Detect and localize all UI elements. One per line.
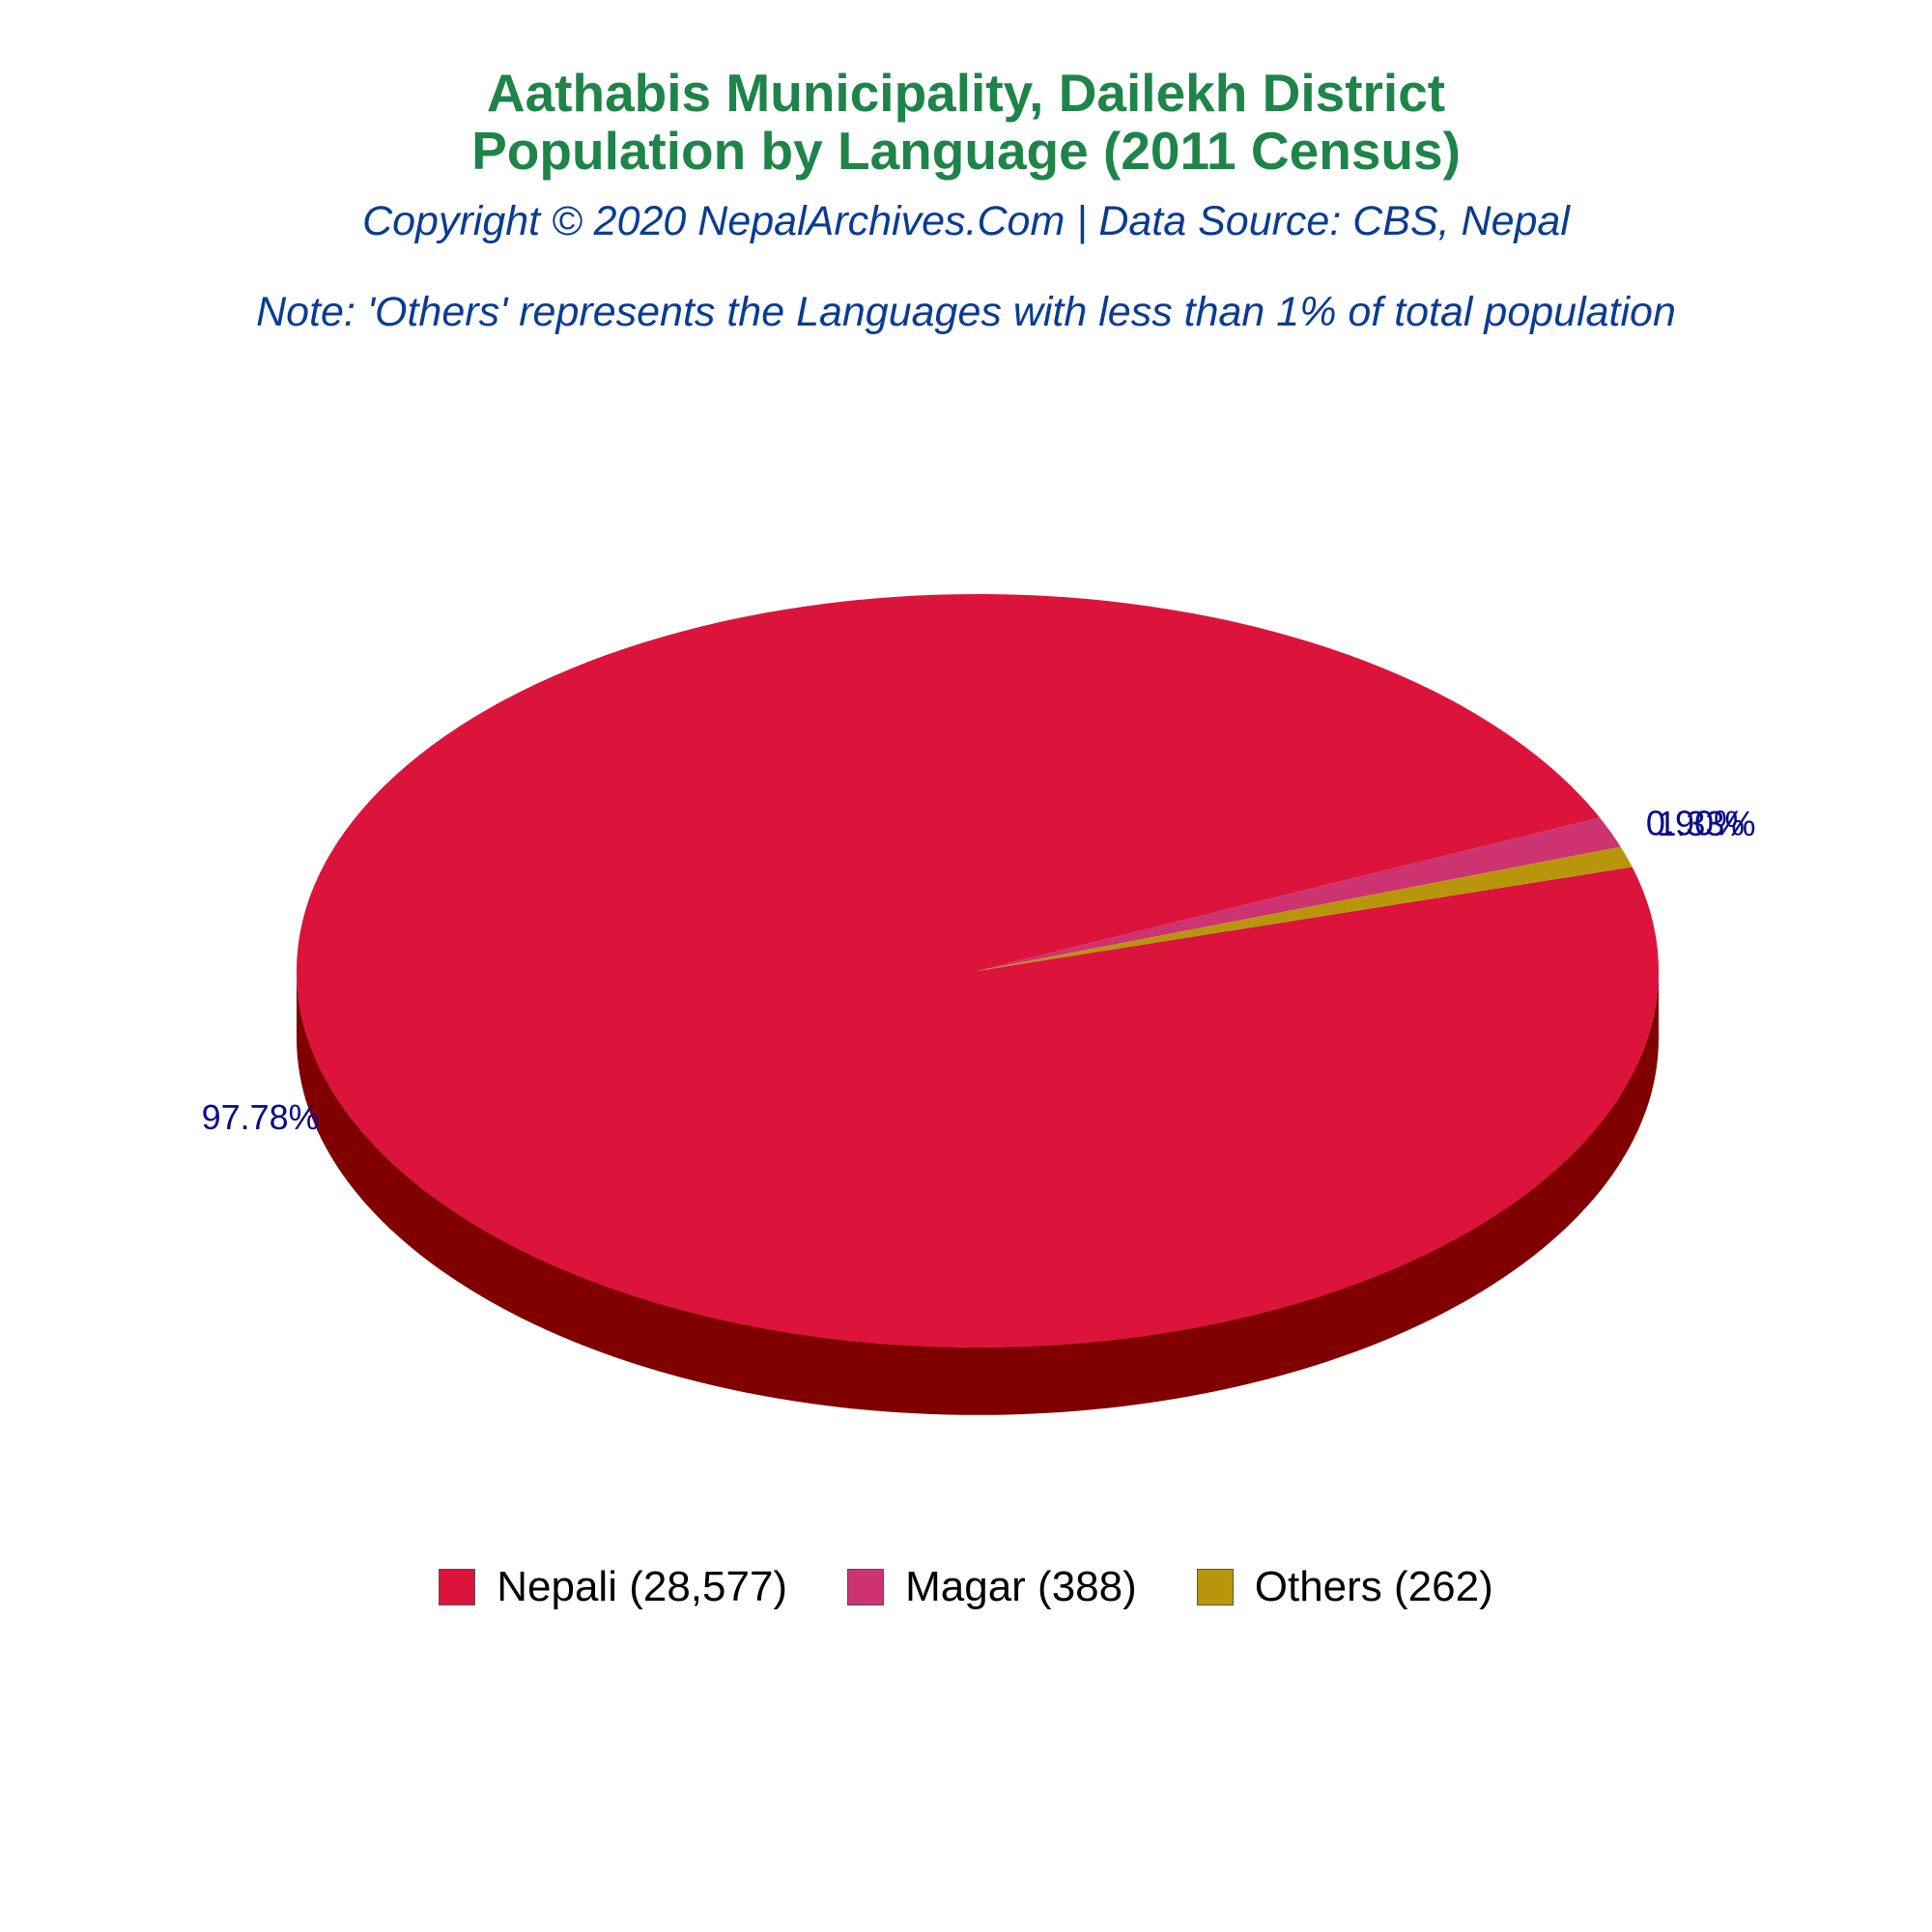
legend-swatch-magar	[847, 1569, 885, 1605]
chart-title-line-2: Population by Language (2011 Census)	[471, 121, 1461, 181]
pie-slice-magar	[978, 817, 1621, 971]
pie-label-magar: 1.33%	[1657, 804, 1755, 843]
legend-swatch-nepali	[439, 1569, 476, 1605]
pie-label-nepali: 97.78%	[202, 1097, 320, 1137]
pie-top-group	[296, 593, 1659, 1348]
note-text: Note: 'Others' represents the Languages …	[256, 289, 1676, 335]
pie-slice-nepali	[296, 593, 1659, 1348]
legend-label-magar: Magar (388)	[905, 1563, 1137, 1610]
legend: Nepali (28,577) Magar (388) Others (262)	[0, 1563, 1932, 1611]
legend-label-nepali: Nepali (28,577)	[497, 1563, 788, 1610]
chart-title-line-1: Aathabis Municipality, Dailekh District	[486, 63, 1446, 123]
copyright-text: Copyright © 2020 NepalArchives.Com | Dat…	[362, 198, 1570, 244]
pie-labels-group: 97.78% 1.33%0.90%	[202, 803, 1756, 1137]
pie-slice-others	[978, 846, 1633, 971]
pie-side-nepali	[297, 971, 1659, 1415]
pie-side-group	[297, 971, 1659, 1415]
legend-item-magar: Magar (388)	[847, 1563, 1137, 1611]
legend-item-others: Others (262)	[1196, 1563, 1493, 1611]
legend-item-nepali: Nepali (28,577)	[439, 1563, 787, 1611]
legend-swatch-others	[1196, 1569, 1234, 1605]
pie-label-others: 0.90%	[1646, 803, 1745, 842]
legend-label-others: Others (262)	[1254, 1563, 1493, 1610]
